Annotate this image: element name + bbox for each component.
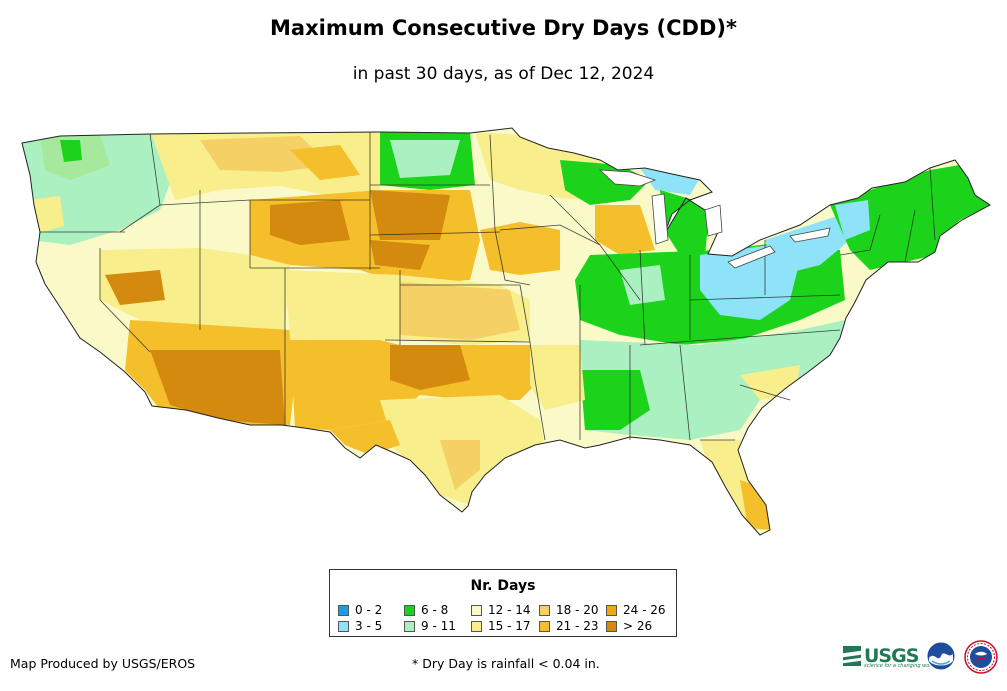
legend-label: 0 - 2 (355, 603, 383, 617)
legend-swatch (606, 620, 617, 632)
legend-swatch (471, 620, 482, 632)
legend-item: 3 - 5 (338, 619, 382, 633)
legend-label: 12 - 14 (488, 603, 531, 617)
legend-item: > 26 (606, 619, 652, 633)
legend-label: 21 - 23 (556, 619, 599, 633)
legend-swatch (471, 604, 482, 616)
legend-label: > 26 (623, 619, 653, 633)
legend-item: 0 - 2 (338, 603, 382, 617)
legend-item: 12 - 14 (471, 603, 531, 617)
usgs-logo-text: USGS (864, 645, 919, 667)
nws-logo-icon (964, 640, 998, 674)
legend: Nr. Days 0 - 2 3 - 5 6 - 8 9 - 11 12 - 1… (329, 569, 677, 637)
legend-swatch (539, 620, 550, 632)
map-title: Maximum Consecutive Dry Days (CDD)* (270, 16, 737, 40)
noaa-logo-icon (926, 641, 956, 671)
legend-item: 6 - 8 (404, 603, 448, 617)
legend-swatch (338, 604, 349, 616)
map-subtitle: in past 30 days, as of Dec 12, 2024 (352, 64, 655, 84)
dry-day-footnote: * Dry Day is rainfall < 0.04 in. (412, 656, 600, 671)
cdd-map (21, 127, 991, 536)
legend-item: 24 - 26 (606, 603, 666, 617)
produced-by-credit: Map Produced by USGS/EROS (10, 656, 196, 671)
usgs-wave-icon (843, 646, 861, 666)
legend-swatch (539, 604, 550, 616)
legend-item: 15 - 17 (471, 619, 531, 633)
legend-label: 18 - 20 (556, 603, 599, 617)
legend-item: 9 - 11 (404, 619, 456, 633)
usgs-logo-icon: USGS science for a changing world (843, 643, 936, 669)
legend-swatch (606, 604, 617, 616)
legend-label: 9 - 11 (421, 619, 456, 633)
legend-label: 15 - 17 (488, 619, 531, 633)
legend-label: 3 - 5 (355, 619, 383, 633)
legend-label: 24 - 26 (623, 603, 666, 617)
legend-label: 6 - 8 (421, 603, 449, 617)
legend-swatch (338, 620, 349, 632)
legend-title: Nr. Days (470, 578, 536, 594)
legend-swatch (404, 604, 415, 616)
usgs-tagline: science for a changing world (864, 663, 936, 669)
legend-item: 18 - 20 (539, 603, 599, 617)
legend-item: 21 - 23 (539, 619, 599, 633)
legend-swatch (404, 620, 415, 632)
